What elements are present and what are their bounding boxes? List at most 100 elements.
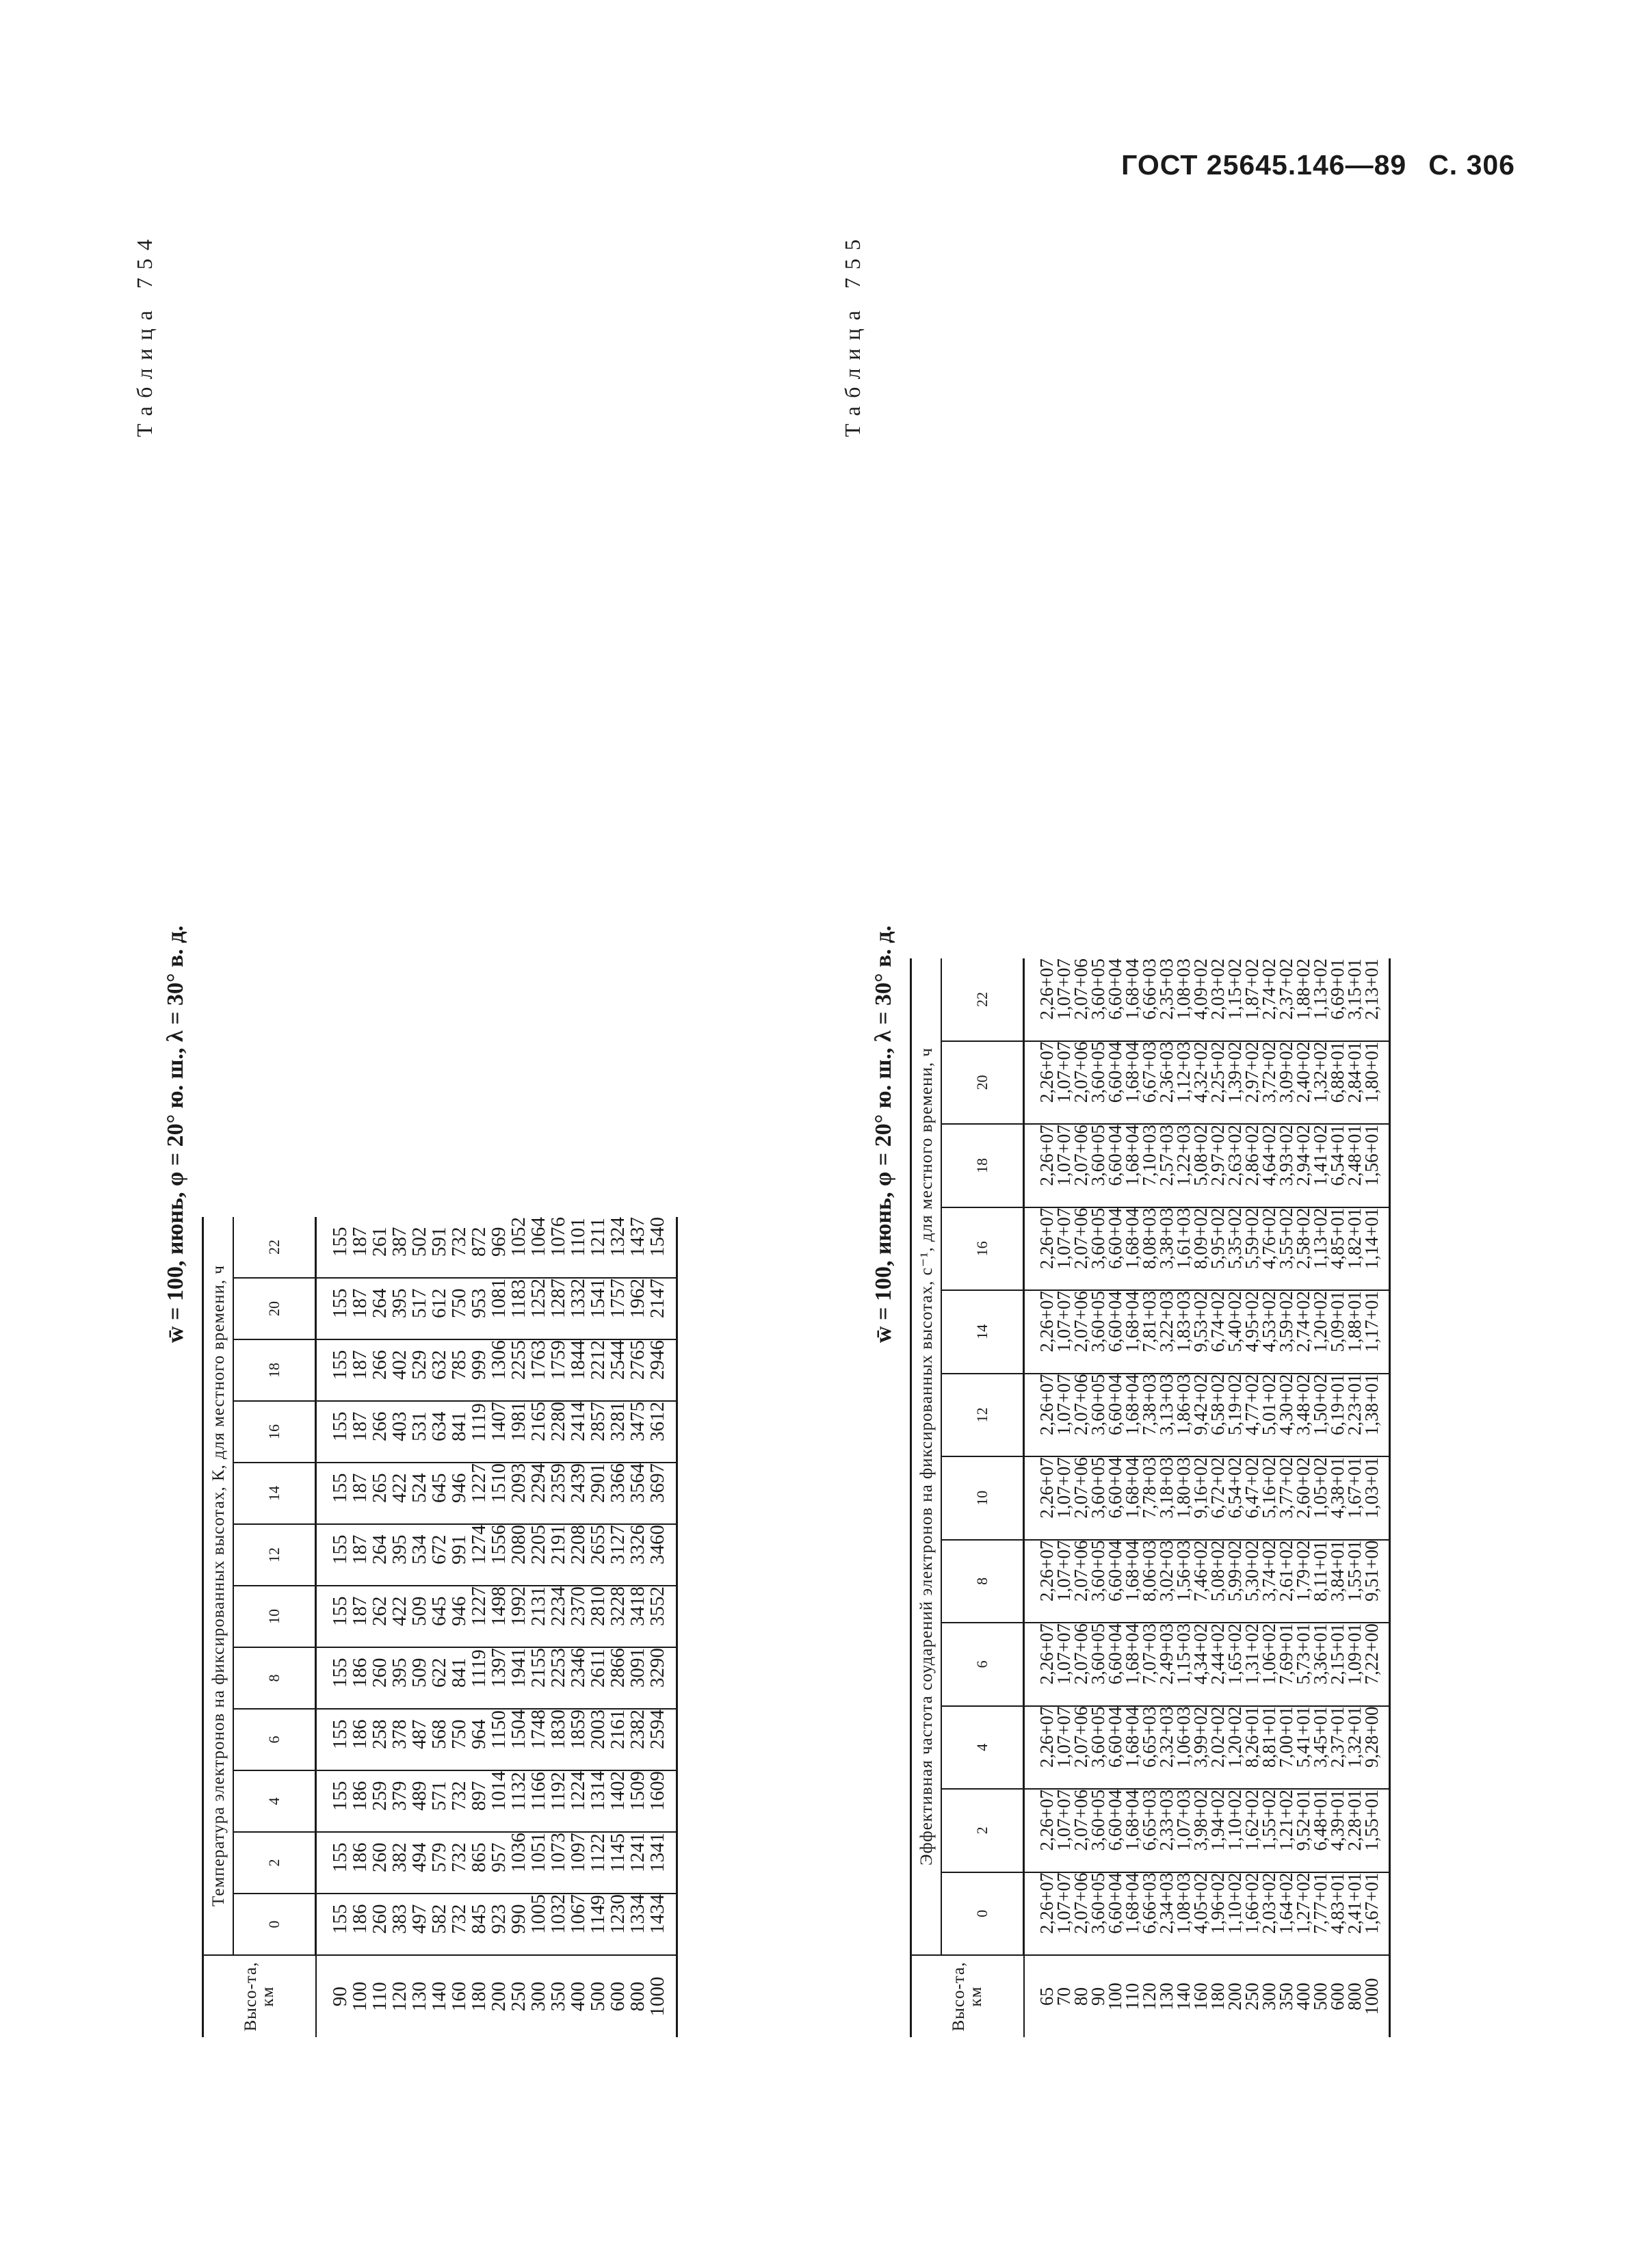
table-cell: 502 <box>408 1227 430 1257</box>
hour-header: 8 <box>941 1539 1024 1623</box>
table-cell: 9,51+00 <box>1361 1540 1382 1602</box>
table-cell: 2212 <box>587 1340 609 1380</box>
table-cell: 1,55+01 <box>1361 1790 1382 1851</box>
table-cell: 266 <box>369 1350 391 1380</box>
hour-header: 12 <box>233 1524 316 1586</box>
data-table: Высо-та, км Температура электронов на фи… <box>202 1217 678 2037</box>
hour-value-column: 155 186 260 383 497 582 732 845 923 990 1005 1032 10… <box>315 1894 677 1955</box>
hour-header: 16 <box>233 1401 316 1463</box>
table-cell: 186 <box>349 1658 371 1688</box>
table-cell: 187 <box>349 1596 371 1627</box>
table-cell: 187 <box>349 1350 371 1380</box>
table-cell: 1,38+01 <box>1361 1374 1382 1436</box>
table-cell: 155 <box>329 1596 351 1627</box>
table-title: Эффективная частота соударений электроно… <box>910 958 941 1955</box>
table-cell: 155 <box>329 1473 351 1504</box>
table-cell: 1227 <box>468 1586 490 1626</box>
table-cell: 3552 <box>646 1586 668 1626</box>
table-cell: 2857 <box>587 1402 609 1441</box>
table-cell: 1122 <box>587 1833 609 1872</box>
table-cell: 845 <box>468 1904 490 1935</box>
table-cell: 1859 <box>567 1710 589 1749</box>
table-cell: 155 <box>329 1227 351 1257</box>
hour-value-column: 2,26+07 1,07+07 2,07+06 3,60+05 6,60+04 1,68+… <box>1023 1789 1390 1872</box>
table-cell: 2765 <box>627 1340 648 1380</box>
table-cell: 841 <box>448 1658 470 1688</box>
altitude-value: 800 <box>626 1981 648 2012</box>
hour-header: 0 <box>941 1872 1024 1955</box>
table-cell: 946 <box>448 1473 470 1504</box>
table-cell: 1081 <box>488 1279 510 1318</box>
table-cell: 1332 <box>567 1279 589 1318</box>
table-cell: 1,80+01 <box>1361 1041 1382 1103</box>
table-755-container: Таблица 755 w̄ = 100, июнь, φ = 20° ю. ш… <box>840 231 1532 2037</box>
table-cell: 1014 <box>488 1771 510 1811</box>
table-cell: 395 <box>389 1288 410 1319</box>
table-cell: 579 <box>428 1842 450 1873</box>
table-cell: 1067 <box>567 1894 589 1934</box>
table-cell: 1941 <box>508 1648 529 1688</box>
table-cell: 1073 <box>547 1833 569 1872</box>
altitude-value: 140 <box>428 1981 450 2012</box>
table-cell: 155 <box>329 1534 351 1565</box>
table-cell: 155 <box>329 1288 351 1319</box>
altitude-value: 500 <box>1309 1982 1330 2011</box>
table-cell: 1005 <box>527 1894 549 1934</box>
table-cell: 872 <box>468 1227 490 1257</box>
table-cell: 1748 <box>527 1710 549 1749</box>
table-cell: 3127 <box>607 1525 629 1564</box>
altitude-value: 1000 <box>646 1976 668 2017</box>
table-cell: 1314 <box>587 1771 609 1811</box>
table-cell: 3228 <box>607 1586 629 1626</box>
table-cell: 524 <box>408 1473 430 1504</box>
altitude-value: 200 <box>1224 1982 1245 2011</box>
altitude-value: 90 <box>328 1987 351 2006</box>
table-cell: 750 <box>448 1288 470 1319</box>
table-cell: 1032 <box>547 1894 569 1934</box>
table-cell: 1,14+01 <box>1361 1207 1382 1270</box>
altitude-value: 350 <box>547 1981 569 2012</box>
table-cell: 634 <box>428 1411 450 1442</box>
data-table: Высо-та, км Эффективная частота соударен… <box>910 958 1391 2037</box>
table-cell: 260 <box>369 1842 391 1873</box>
hour-header: 2 <box>941 1789 1024 1872</box>
table-cell: 1759 <box>547 1340 569 1380</box>
table-cell: 2093 <box>508 1463 529 1503</box>
table-cell: 1541 <box>587 1279 609 1318</box>
table-cell: 732 <box>448 1842 470 1873</box>
table-cell: 1334 <box>627 1894 648 1934</box>
altitude-value: 120 <box>388 1981 410 2012</box>
hour-header: 4 <box>233 1770 316 1832</box>
table-cell: 1064 <box>527 1217 549 1257</box>
altitude-value: 180 <box>1207 1982 1228 2011</box>
hour-header: 20 <box>941 1040 1024 1125</box>
table-cell: 260 <box>369 1658 391 1688</box>
table-cell: 1183 <box>508 1279 529 1318</box>
table-cell: 2346 <box>567 1648 589 1688</box>
table-cell: 750 <box>448 1719 470 1750</box>
table-cell: 1434 <box>646 1894 668 1934</box>
table-cell: 1830 <box>547 1710 569 1749</box>
table-cell: 1227 <box>468 1463 490 1503</box>
table-cell: 3418 <box>627 1586 648 1626</box>
page-header: ГОСТ 25645.146—89 С. 306 <box>1121 149 1515 181</box>
table-cell: 1150 <box>488 1710 510 1749</box>
hour-header: 18 <box>233 1339 316 1401</box>
table-cell: 531 <box>408 1411 430 1442</box>
hour-value-column: 155 187 261 387 502 591 732 872 969 1052 1064 1076 1… <box>315 1217 677 1278</box>
altitude-column-header: Высо-та, км <box>202 1955 316 2037</box>
hour-header: 6 <box>233 1709 316 1770</box>
table-cell: 2439 <box>567 1463 589 1503</box>
table-cell: 2359 <box>547 1463 569 1503</box>
altitude-value: 400 <box>1292 1982 1313 2011</box>
hour-header-row: 0 2 4 6 8 10 12 14 16 18 20 22 <box>233 1217 316 2037</box>
table-cell: 3091 <box>627 1648 648 1688</box>
table-cell: 1981 <box>508 1402 529 1441</box>
table-cell: 3281 <box>607 1402 629 1441</box>
altitude-value: 160 <box>447 1981 470 2012</box>
table-cell: 378 <box>389 1719 410 1750</box>
table-cell: 9,28+00 <box>1361 1706 1382 1768</box>
table-cell: 2131 <box>527 1586 549 1626</box>
table-cell: 1132 <box>508 1772 529 1811</box>
table-cell: 582 <box>428 1904 450 1935</box>
